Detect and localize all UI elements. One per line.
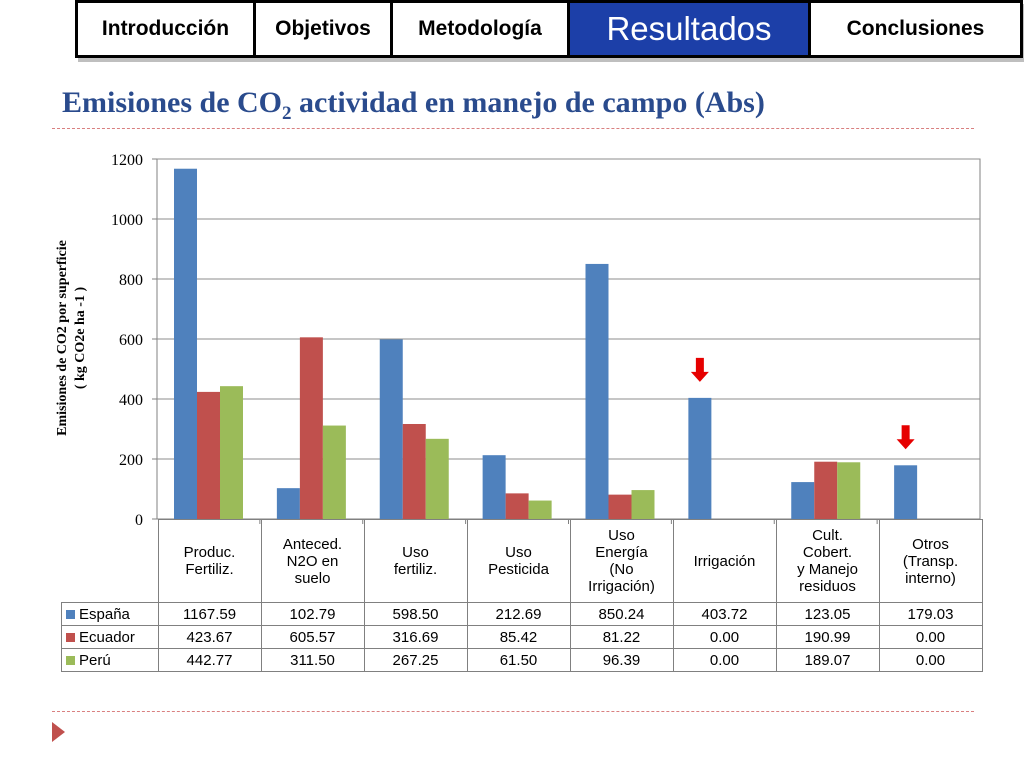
y-tick-label: 1200	[111, 152, 143, 169]
value-cell: 605.57	[260, 625, 365, 649]
bar-españa	[379, 339, 403, 519]
bar-ecuador	[402, 423, 426, 519]
tab-introduccion[interactable]: Introducción	[75, 0, 256, 58]
series-label-peru: Perú	[61, 648, 159, 672]
value-cell: 442.77	[157, 648, 262, 672]
data-table: Produc. Fertiliz. Anteced. N2O en suelo …	[61, 519, 983, 672]
bar-españa	[585, 263, 609, 519]
category-cell: Uso Pesticida	[466, 519, 571, 603]
y-tick-label: 400	[119, 392, 143, 409]
bar-perú	[322, 425, 346, 519]
value-cell: 267.25	[363, 648, 468, 672]
category-cell: Cult. Cobert. y Manejo residuos	[775, 519, 880, 603]
value-cell: 212.69	[466, 602, 571, 626]
category-cell: Irrigación	[672, 519, 777, 603]
value-cell: 0.00	[672, 625, 777, 649]
next-slide-arrow-icon[interactable]	[52, 722, 65, 742]
y-tick-label: 1000	[111, 212, 143, 229]
bar-españa	[688, 397, 712, 519]
bar-perú	[837, 462, 861, 519]
value-cell: 423.67	[157, 625, 262, 649]
value-cell: 311.50	[260, 648, 365, 672]
category-cell: Produc. Fertiliz.	[157, 519, 262, 603]
title-prefix: Emisiones de CO	[62, 86, 283, 119]
legend-key-ecuador	[66, 633, 75, 643]
y-tick-label: 200	[119, 452, 143, 469]
bar-ecuador	[197, 391, 220, 519]
tab-metodologia[interactable]: Metodología	[390, 0, 570, 58]
bar-españa	[894, 465, 918, 519]
value-cell: 190.99	[775, 625, 880, 649]
y-tick-label: 600	[119, 332, 143, 349]
value-cell: 598.50	[363, 602, 468, 626]
bar-españa	[482, 455, 506, 519]
value-cell: 85.42	[466, 625, 571, 649]
legend-key-peru	[66, 656, 75, 666]
title-suffix: actividad en manejo de campo (Abs)	[291, 86, 765, 119]
bar-perú	[425, 438, 449, 519]
y-tick-label: 0	[135, 512, 143, 529]
bar-españa	[174, 168, 197, 519]
table-corner	[62, 520, 159, 603]
bar-perú	[631, 490, 655, 519]
series-label-ecuador: Ecuador	[61, 625, 159, 649]
bar-perú	[220, 386, 243, 519]
title-divider	[52, 128, 974, 129]
value-cell: 403.72	[672, 602, 777, 626]
category-cell: Anteced. N2O en suelo	[260, 519, 365, 603]
category-cell: Uso fertiliz.	[363, 519, 468, 603]
value-cell: 0.00	[878, 648, 983, 672]
bar-ecuador	[814, 461, 838, 519]
table-row-espana: España 1167.59 102.79 598.50 212.69 850.…	[61, 602, 983, 626]
table-row-peru: Perú 442.77 311.50 267.25 61.50 96.39 0.…	[61, 648, 983, 672]
tab-conclusiones[interactable]: Conclusiones	[808, 0, 1023, 58]
category-cell: Otros (Transp. interno)	[878, 519, 983, 603]
title-subscript: 2	[282, 103, 292, 124]
bar-ecuador	[608, 494, 632, 519]
red-down-arrow-icon	[690, 357, 709, 382]
value-cell: 0.00	[878, 625, 983, 649]
value-cell: 189.07	[775, 648, 880, 672]
value-cell: 96.39	[569, 648, 674, 672]
red-down-arrow-icon	[896, 425, 915, 450]
legend-key-espana	[66, 610, 75, 620]
value-cell: 102.79	[260, 602, 365, 626]
value-cell: 0.00	[672, 648, 777, 672]
bar-españa	[276, 488, 300, 519]
value-cell: 1167.59	[157, 602, 262, 626]
section-nav: Introducción Objetivos Metodología Resul…	[75, 0, 1023, 58]
bar-ecuador	[505, 493, 529, 519]
series-label-espana: España	[61, 602, 159, 626]
page-title: Emisiones de CO2 actividad en manejo de …	[62, 86, 765, 125]
value-cell: 316.69	[363, 625, 468, 649]
bar-perú	[528, 500, 552, 519]
category-cell: Uso Energía (No Irrigación)	[569, 519, 674, 603]
y-tick-label: 800	[119, 272, 143, 289]
bar-españa	[791, 482, 815, 519]
table-header-row: Produc. Fertiliz. Anteced. N2O en suelo …	[62, 519, 983, 603]
value-cell: 179.03	[878, 602, 983, 626]
bar-ecuador	[299, 337, 323, 519]
value-cell: 61.50	[466, 648, 571, 672]
value-cell: 850.24	[569, 602, 674, 626]
value-cell: 81.22	[569, 625, 674, 649]
table-row-ecuador: Ecuador 423.67 605.57 316.69 85.42 81.22…	[61, 625, 983, 649]
value-cell: 123.05	[775, 602, 880, 626]
footer-divider	[52, 711, 974, 712]
